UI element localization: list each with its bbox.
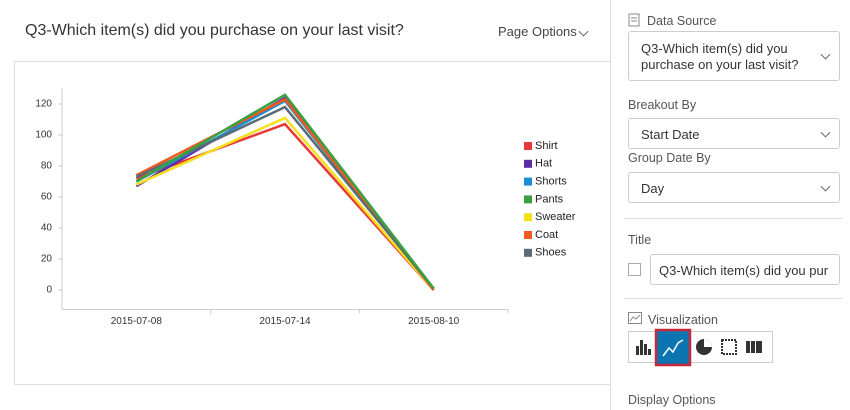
legend-swatch [524, 159, 532, 168]
y-tick-label: 60 [41, 192, 53, 203]
series-line [135, 122, 435, 291]
select-text: Q3-Which item(s) did you purchase on you… [641, 41, 799, 72]
table-icon[interactable] [721, 339, 737, 355]
select[interactable]: Start Date [628, 118, 840, 149]
legend-swatch [524, 195, 532, 204]
legend-swatch [524, 231, 532, 239]
text-input[interactable]: Q3-Which item(s) did you pur [650, 254, 840, 285]
legend-swatch [524, 248, 532, 257]
label: Data Source [647, 14, 717, 28]
select-text: Day [641, 181, 665, 196]
legend-label: Shorts [535, 176, 567, 188]
series-line [135, 99, 435, 291]
y-tick-label: 20 [41, 254, 53, 265]
select-text: Start Date [641, 127, 700, 142]
y-tick-label: 0 [46, 285, 52, 296]
bar-icon[interactable] [636, 340, 651, 355]
select[interactable]: Day [628, 172, 840, 203]
label: Breakout By [628, 98, 697, 112]
y-tick-label: 100 [35, 130, 52, 141]
legend-swatch [524, 177, 532, 186]
series-line [135, 93, 435, 290]
line-icon-selected[interactable] [654, 328, 692, 367]
page-options[interactable]: Page Options [498, 24, 593, 39]
label: Title [628, 233, 652, 247]
series-line [135, 116, 435, 291]
legend-label: Shoes [535, 247, 567, 259]
label: Group Date By [628, 151, 711, 165]
y-tick-label: 40 [41, 223, 53, 234]
legend-label: Coat [535, 229, 558, 241]
y-tick-label: 120 [35, 99, 52, 110]
divider [610, 0, 611, 410]
input-text: Q3-Which item(s) did you pur [659, 263, 829, 278]
sidebar: Data Source Q3-Which item(s) did you pur… [612, 0, 850, 410]
separator [624, 218, 842, 219]
series-line [135, 105, 435, 290]
separator [624, 298, 842, 299]
legend-swatch [524, 213, 532, 222]
legend-swatch [524, 142, 532, 150]
label: Visualization [648, 313, 718, 327]
chart-frame [14, 61, 610, 385]
checkbox[interactable] [628, 263, 641, 276]
x-tick-label: 2015-07-14 [259, 316, 311, 327]
select[interactable]: Q3-Which item(s) did you purchase on you… [628, 31, 840, 81]
visualization-picker [628, 328, 773, 367]
series-line [135, 96, 435, 291]
x-tick-label: 2015-08-10 [408, 316, 460, 327]
line-icon [662, 339, 684, 357]
legend-label: Sweater [535, 211, 576, 223]
gauge-icon[interactable] [746, 341, 762, 353]
icon [628, 13, 640, 27]
page-options-text: Page Options [498, 24, 577, 39]
chart: 0 20 40 60 80 100 120 2015-07-08 2015-07-14 2015-… [35, 88, 576, 327]
legend-label: Shirt [535, 140, 558, 152]
y-tick-label: 80 [41, 161, 53, 172]
label: Display Options [628, 393, 716, 407]
legend-label: Pants [535, 193, 564, 205]
legend-label: Hat [535, 158, 552, 170]
icon [628, 312, 642, 324]
pie-icon[interactable] [696, 339, 712, 355]
x-tick-label: 2015-07-08 [111, 316, 163, 327]
series-line [135, 97, 435, 291]
page-title: Q3-Which item(s) did you purchase on you… [25, 22, 404, 39]
